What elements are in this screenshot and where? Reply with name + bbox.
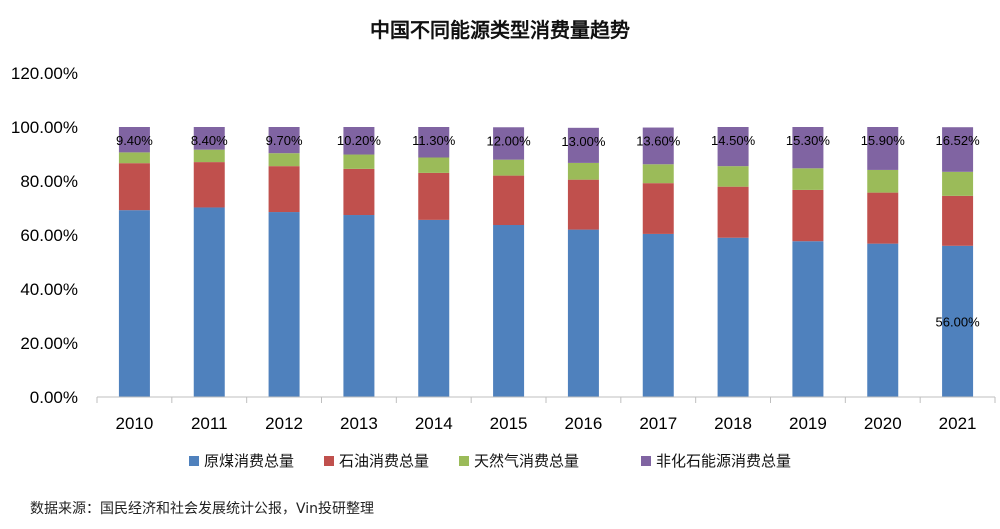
data-label: 10.20%: [337, 133, 382, 148]
bar-segment: [493, 127, 525, 160]
data-label: 12.00%: [487, 133, 532, 148]
bar-segment: [193, 127, 225, 150]
legend-label: 天然气消费总量: [474, 452, 579, 470]
bar-segment: [867, 243, 899, 397]
legend: 原煤消费总量 石油消费总量 天然气消费总量 非化石能源消费总量: [189, 452, 791, 470]
x-tick-label: 2021: [939, 414, 977, 433]
x-tick-label: 2011: [191, 414, 228, 433]
bar-segment: [567, 162, 599, 180]
bar-segment: [642, 164, 674, 184]
x-tick-label: 2018: [714, 414, 752, 433]
bar-segment: [792, 127, 824, 169]
bar-segment: [418, 219, 450, 397]
legend-swatch: [641, 456, 651, 466]
data-label: 56.00%: [936, 314, 981, 329]
bar-segment: [268, 166, 300, 213]
bar-segment: [418, 127, 450, 158]
bar-area: 9.40% 8.40% 9.70% 10.20% 11.30% 12.00% 13.00% 1…: [116, 127, 980, 397]
y-tick-label: 20.00%: [20, 334, 78, 353]
bar-segment: [717, 237, 749, 397]
bar-segment: [792, 168, 824, 190]
legend-label: 非化石能源消费总量: [656, 452, 791, 470]
bar-segment: [493, 225, 525, 397]
y-tick-label: 40.00%: [20, 280, 78, 299]
bar-segment: [642, 233, 674, 397]
bar-segment: [942, 171, 974, 196]
bar-segment: [418, 172, 450, 220]
bar-segment: [642, 127, 674, 165]
bar-segment: [717, 166, 749, 187]
x-tick-label: 2020: [864, 414, 902, 433]
bar-segment: [268, 127, 300, 154]
bar-segment: [193, 207, 225, 397]
bar-segment: [942, 195, 974, 246]
bar-segment: [717, 127, 749, 167]
bar-segment: [118, 163, 150, 211]
bar-segment: [268, 212, 300, 397]
x-tick-label: 2016: [565, 414, 603, 433]
bar-segment: [567, 229, 599, 397]
bar-segment: [567, 179, 599, 230]
bar-segment: [493, 175, 525, 226]
source-note: 数据来源：国民经济和社会发展统计公报，Vin投研整理: [30, 501, 375, 517]
y-tick-label: 100.00%: [11, 118, 78, 137]
bar-segment: [343, 127, 375, 155]
x-tick-label: 2019: [789, 414, 827, 433]
bar-segment: [193, 149, 225, 163]
y-tick-label: 80.00%: [20, 172, 78, 191]
bar-segment: [942, 127, 974, 172]
bar-segment: [792, 189, 824, 242]
data-label: 14.50%: [711, 133, 756, 148]
data-label: 9.40%: [116, 133, 153, 148]
bar-segment: [418, 157, 450, 173]
x-tick-label: 2012: [265, 414, 303, 433]
bar-segment: [942, 245, 974, 397]
data-label: 13.00%: [561, 134, 606, 149]
data-label: 11.30%: [412, 133, 456, 148]
bar-segment: [493, 159, 525, 176]
bar-segment: [792, 241, 824, 397]
x-tick-label: 2013: [340, 414, 378, 433]
data-label: 16.52%: [936, 133, 981, 148]
data-label: 15.90%: [861, 133, 906, 148]
bar-segment: [343, 154, 375, 169]
bar-segment: [343, 215, 375, 397]
bar-segment: [567, 127, 599, 163]
y-tick-label: 0.00%: [30, 388, 78, 407]
bar-segment: [118, 152, 150, 164]
bar-segment: [118, 127, 150, 153]
y-tick-label: 120.00%: [11, 64, 78, 83]
bar-segment: [867, 192, 899, 244]
bar-segment: [642, 183, 674, 234]
legend-label: 石油消费总量: [339, 452, 429, 470]
x-tick-label: 2015: [490, 414, 528, 433]
data-label: 15.30%: [786, 133, 831, 148]
bar-segment: [118, 210, 150, 397]
chart-title: 中国不同能源类型消费量趋势: [370, 18, 630, 42]
bar-segment: [867, 169, 899, 193]
bar-segment: [343, 168, 375, 216]
bar-segment: [717, 186, 749, 238]
legend-label: 原煤消费总量: [204, 452, 294, 470]
legend-swatch: [324, 456, 334, 466]
x-tick-label: 2014: [415, 414, 453, 433]
legend-swatch: [459, 456, 469, 466]
data-label: 8.40%: [191, 133, 228, 148]
x-tick-label: 2017: [639, 414, 677, 433]
x-axis: 2010 2011 2012 2013 2014 2015 2016 2017 2018 2019…: [96, 396, 996, 433]
data-label: 13.60%: [636, 134, 681, 149]
bar-segment: [193, 162, 225, 208]
data-label: 9.70%: [266, 133, 303, 148]
y-tick-label: 60.00%: [20, 226, 78, 245]
x-tick-label: 2010: [116, 414, 154, 433]
bar-segment: [268, 153, 300, 167]
y-axis: 0.00% 20.00% 40.00% 60.00% 80.00% 100.00% 120.…: [11, 64, 78, 407]
legend-swatch: [189, 456, 199, 466]
bar-segment: [867, 127, 899, 170]
